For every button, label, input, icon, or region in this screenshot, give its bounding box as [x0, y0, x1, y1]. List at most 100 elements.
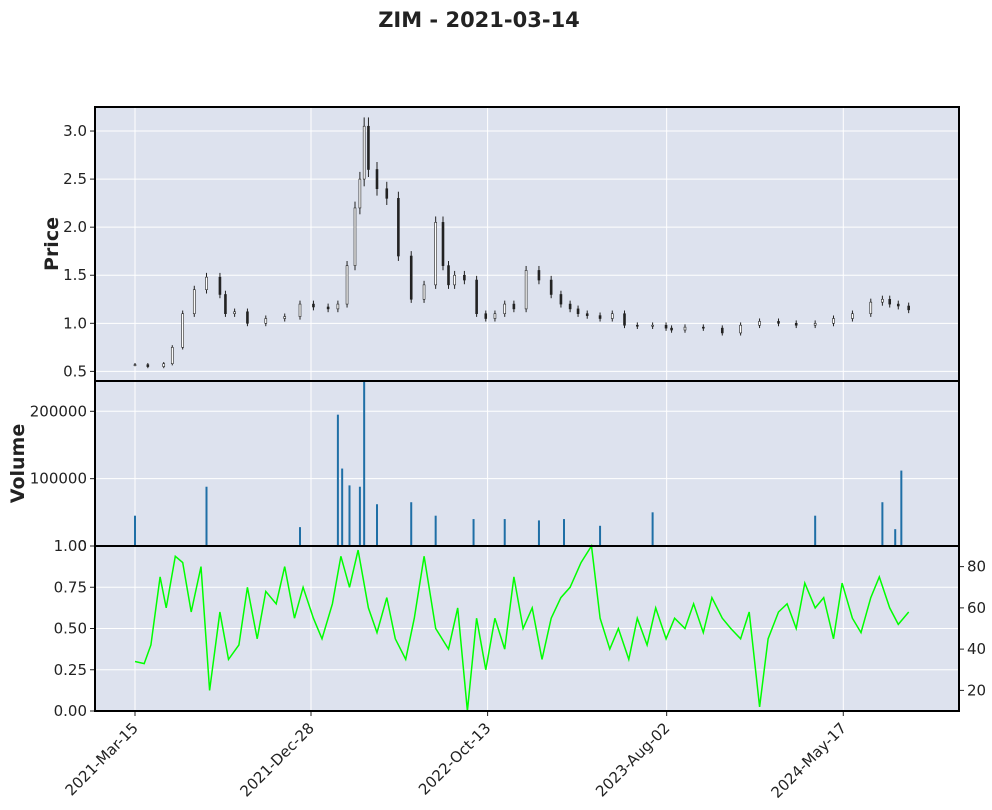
- volume-bar: [814, 515, 817, 546]
- price-candle: [345, 265, 349, 305]
- volume-bar: [376, 504, 378, 546]
- price-candle: [739, 324, 742, 334]
- price-candle: [434, 222, 437, 286]
- price-candle: [559, 294, 563, 305]
- volume-bar: [881, 502, 884, 546]
- price-candle: [598, 315, 602, 319]
- price-candle: [568, 303, 572, 310]
- panel-frame: [94, 545, 960, 712]
- price-candle: [246, 311, 249, 324]
- price-candle: [283, 316, 287, 319]
- price-candle: [888, 298, 892, 305]
- y-tick-label-right: 40: [967, 640, 986, 658]
- x-tick-label: 2022-Oct-13: [415, 719, 495, 799]
- volume-bar: [358, 486, 361, 546]
- price-candle: [353, 207, 357, 266]
- volume-bar: [472, 519, 475, 546]
- price-candle: [720, 327, 724, 334]
- volume-bar: [537, 520, 540, 546]
- price-candle: [664, 324, 668, 329]
- price-candle: [896, 303, 900, 307]
- price-candle: [758, 321, 761, 326]
- price-candle: [524, 270, 528, 310]
- price-candle: [585, 313, 589, 316]
- price-candle: [224, 294, 227, 315]
- y-tick-label: 1.5: [63, 266, 87, 284]
- price-candle: [358, 178, 362, 209]
- volume-bar: [348, 485, 351, 546]
- volume-bar: [134, 515, 136, 546]
- price-candle: [362, 125, 366, 180]
- y-tick-label: 0: [77, 537, 87, 555]
- price-candle: [623, 313, 626, 326]
- x-tick-label: 2024-May-17: [767, 719, 850, 802]
- y-tick-label: 2.5: [63, 170, 87, 188]
- price-candle: [264, 318, 268, 324]
- price-candle: [813, 323, 817, 326]
- price-candle: [503, 303, 507, 315]
- price-candle: [192, 289, 196, 315]
- price-candle: [453, 274, 456, 286]
- price-candle: [441, 222, 445, 266]
- y-tick-label: 1.0: [63, 314, 87, 332]
- y-tick-label-right: 20: [967, 681, 986, 699]
- y-tick-label-left: 0.25: [54, 661, 87, 679]
- volume-bar: [563, 519, 565, 546]
- price-candle: [336, 303, 340, 310]
- volume-bar: [336, 414, 339, 546]
- price-candle: [512, 303, 516, 310]
- price-candle: [549, 279, 553, 295]
- price-candle: [397, 198, 400, 257]
- price-candle: [670, 327, 673, 331]
- y-tick-label: 100000: [30, 470, 87, 488]
- price-candle: [832, 318, 835, 324]
- price-candle: [777, 321, 780, 324]
- price-candle: [463, 274, 466, 281]
- chart-panels: 0.5 1.0 1.5 2.0 2.5 3.0 Price 0 100000 200000Volu…: [7, 106, 986, 802]
- price-candle: [298, 303, 302, 317]
- price-candle: [375, 169, 379, 190]
- price-candle: [475, 279, 478, 315]
- indicator-line: [134, 543, 910, 712]
- volume-bar: [434, 515, 437, 546]
- price-candle: [794, 323, 798, 326]
- chart-title: ZIM - 2021-03-14: [378, 8, 580, 32]
- volume-bar: [205, 486, 208, 546]
- y-axis-title: Volume: [7, 424, 29, 503]
- y-tick-label-left: 0.75: [54, 578, 87, 596]
- price-candle: [422, 284, 426, 300]
- price-candle: [233, 311, 236, 315]
- x-tick-label: 2021-Mar-15: [62, 719, 142, 799]
- price-candles: [133, 117, 910, 369]
- y-tick-label: 3.0: [63, 122, 87, 140]
- price-candle: [881, 298, 884, 303]
- price-candle: [162, 363, 166, 367]
- volume-bar: [341, 468, 344, 546]
- price-candle: [484, 313, 488, 319]
- price-candle: [683, 326, 687, 331]
- price-candle: [146, 364, 150, 367]
- panel-background: [95, 381, 959, 546]
- price-candle: [493, 313, 497, 319]
- price-candle: [133, 364, 137, 366]
- y-tick-label-left: 0.50: [54, 620, 87, 638]
- price-candle: [610, 313, 614, 319]
- price-candle: [170, 347, 174, 364]
- price-candle: [385, 188, 389, 199]
- volume-bar: [599, 525, 602, 546]
- volume-bar: [651, 512, 654, 546]
- price-candle: [367, 125, 370, 170]
- volume-bar: [363, 381, 366, 546]
- x-tick-label: 2021-Dec-28: [236, 719, 317, 800]
- price-candle: [869, 301, 873, 315]
- price-candle: [702, 326, 705, 329]
- price-candle: [409, 255, 413, 300]
- y-tick-label-left: 0.00: [54, 702, 87, 720]
- price-candle: [447, 265, 450, 286]
- y-tick-label: 2.0: [63, 218, 87, 236]
- volume-bar: [503, 519, 506, 546]
- price-candle: [651, 324, 654, 327]
- y-tick-label-right: 80: [967, 558, 986, 576]
